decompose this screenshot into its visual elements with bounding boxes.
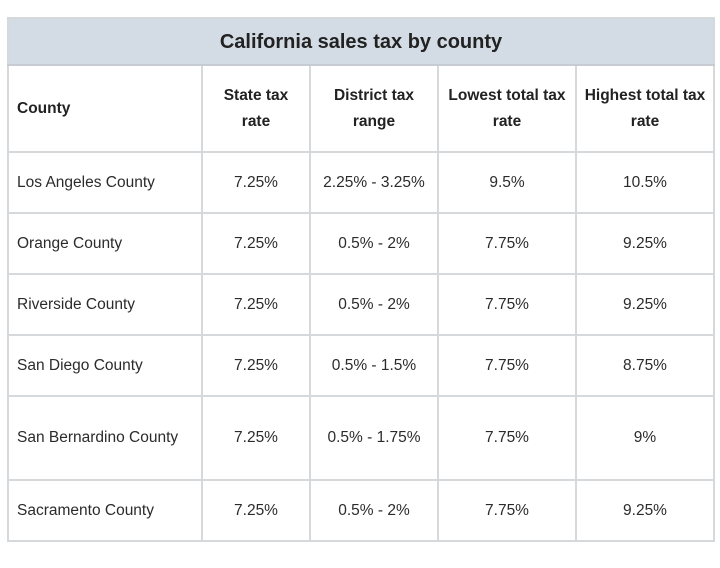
table-row: Riverside County 7.25% 0.5% - 2% 7.75% 9.25% (7, 273, 715, 336)
cell-county: Sacramento County (7, 479, 203, 542)
header-lowest-total: Lowest total tax rate (437, 64, 577, 153)
cell-lowest-total: 7.75% (437, 395, 577, 481)
cell-highest-total: 8.75% (575, 334, 715, 397)
header-state-tax-rate: State tax rate (201, 64, 311, 153)
cell-district-tax-range: 0.5% - 2% (309, 273, 439, 336)
cell-district-tax-range: 2.25% - 3.25% (309, 151, 439, 214)
cell-state-tax-rate: 7.25% (201, 273, 311, 336)
cell-state-tax-rate: 7.25% (201, 479, 311, 542)
cell-lowest-total: 7.75% (437, 334, 577, 397)
cell-county: Orange County (7, 212, 203, 275)
cell-lowest-total: 7.75% (437, 212, 577, 275)
cell-district-tax-range: 0.5% - 2% (309, 479, 439, 542)
cell-district-tax-range: 0.5% - 1.5% (309, 334, 439, 397)
cell-county: San Diego County (7, 334, 203, 397)
header-county: County (7, 64, 203, 153)
cell-lowest-total: 7.75% (437, 273, 577, 336)
cell-highest-total: 9.25% (575, 212, 715, 275)
cell-highest-total: 9.25% (575, 273, 715, 336)
table-title: California sales tax by county (7, 17, 715, 66)
cell-state-tax-rate: 7.25% (201, 151, 311, 214)
cell-highest-total: 10.5% (575, 151, 715, 214)
cell-state-tax-rate: 7.25% (201, 212, 311, 275)
cell-county: Los Angeles County (7, 151, 203, 214)
header-row: County State tax rate District tax range… (7, 64, 715, 153)
cell-highest-total: 9% (575, 395, 715, 481)
cell-county: Riverside County (7, 273, 203, 336)
table-row: Orange County 7.25% 0.5% - 2% 7.75% 9.25% (7, 212, 715, 275)
cell-district-tax-range: 0.5% - 1.75% (309, 395, 439, 481)
cell-lowest-total: 7.75% (437, 479, 577, 542)
table-row: San Bernardino County 7.25% 0.5% - 1.75% 7.… (7, 395, 715, 481)
cell-lowest-total: 9.5% (437, 151, 577, 214)
cell-county: San Bernardino County (7, 395, 203, 481)
cell-state-tax-rate: 7.25% (201, 334, 311, 397)
cell-state-tax-rate: 7.25% (201, 395, 311, 481)
cell-district-tax-range: 0.5% - 2% (309, 212, 439, 275)
table-row: San Diego County 7.25% 0.5% - 1.5% 7.75% 8.7… (7, 334, 715, 397)
sales-tax-table: California sales tax by county County St… (7, 17, 715, 542)
cell-highest-total: 9.25% (575, 479, 715, 542)
header-district-tax-range: District tax range (309, 64, 439, 153)
table-row: Sacramento County 7.25% 0.5% - 2% 7.75% 9.25… (7, 479, 715, 542)
table-row: Los Angeles County 7.25% 2.25% - 3.25% 9.5%… (7, 151, 715, 214)
header-highest-total: Highest total tax rate (575, 64, 715, 153)
